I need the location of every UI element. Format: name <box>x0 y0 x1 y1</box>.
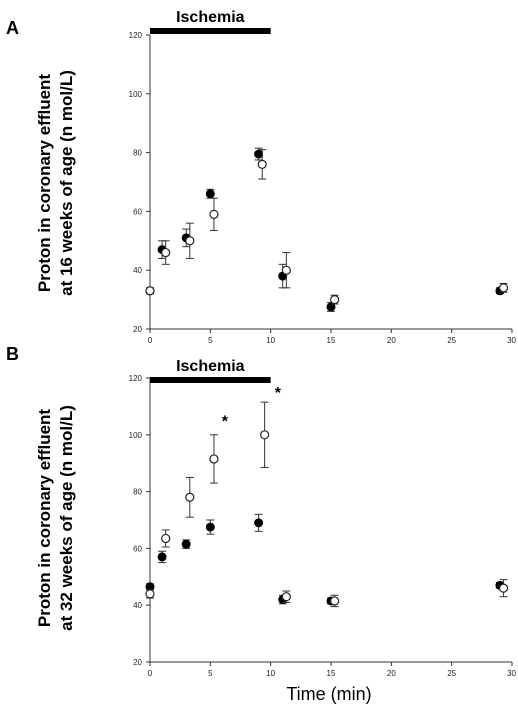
y-tick-label: 120 <box>129 31 143 40</box>
x-axis-label: Time (min) <box>286 684 371 704</box>
data-point-open <box>145 589 155 599</box>
y-axis-label-line1: Proton in coronary effluent <box>35 74 54 293</box>
data-point-filled <box>181 539 191 549</box>
data-point-open <box>209 454 219 464</box>
x-tick-label: 10 <box>266 336 275 345</box>
data-point-open <box>145 286 155 296</box>
x-tick-label: 25 <box>447 336 456 345</box>
significance-mark: * <box>275 385 282 402</box>
ischemia-bar <box>150 377 271 383</box>
panel-letter-b: B <box>6 344 19 364</box>
data-point-open <box>281 265 291 275</box>
y-tick-label: 40 <box>133 266 142 275</box>
y-tick-label: 20 <box>133 658 142 667</box>
data-point-filled <box>254 518 264 528</box>
y-tick-label: 100 <box>129 431 143 440</box>
y-axis-label-line2: at 32 weeks of age (n mol/L) <box>57 405 76 631</box>
y-tick-label: 80 <box>133 149 142 158</box>
data-point-filled <box>326 302 336 312</box>
x-tick-label: 30 <box>507 669 516 678</box>
panel-a: A Proton in coronary effluent at 16 week… <box>6 9 517 345</box>
x-tick-label: 0 <box>148 669 153 678</box>
data-point-open <box>498 583 509 593</box>
panel-b: B Proton in coronary effluent at 32 week… <box>6 344 517 704</box>
data-point-open <box>209 209 219 219</box>
data-point-open <box>161 247 171 258</box>
x-tick-label: 15 <box>327 669 336 678</box>
y-tick-label: 60 <box>133 207 142 216</box>
y-tick-label: 80 <box>133 488 142 497</box>
data-point-open <box>330 596 340 606</box>
x-tick-label: 25 <box>447 669 456 678</box>
y-tick-label: 120 <box>129 374 143 383</box>
y-axis-label-line2: at 16 weeks of age (n mol/L) <box>57 70 76 296</box>
ischemia-label: Ischemia <box>176 9 245 26</box>
x-tick-label: 20 <box>387 669 396 678</box>
y-tick-label: 100 <box>129 90 143 99</box>
data-point-open <box>281 592 291 602</box>
x-tick-label: 0 <box>148 336 153 345</box>
significance-mark: * <box>222 413 229 430</box>
x-tick-label: 30 <box>507 336 516 345</box>
y-tick-label: 60 <box>133 544 142 553</box>
data-point-open <box>257 159 267 169</box>
data-point-filled <box>157 552 167 562</box>
x-tick-label: 5 <box>208 336 213 345</box>
x-tick-label: 15 <box>327 336 336 345</box>
x-tick-label: 10 <box>266 669 275 678</box>
plot-area-a: 20 40 60 80 100 120 0 5 10 15 20 25 30 Ischemia <box>129 9 517 345</box>
y-tick-label: 20 <box>133 325 142 334</box>
y-axis-label-line1: Proton in coronary effluent <box>35 409 54 628</box>
data-point-open <box>498 283 509 293</box>
x-tick-label: 5 <box>208 669 213 678</box>
data-point-open <box>161 533 171 544</box>
data-point-filled <box>205 522 215 532</box>
data-point-open <box>260 430 270 440</box>
data-point-open <box>185 236 195 246</box>
y-tick-label: 40 <box>133 601 142 610</box>
data-point-open <box>330 295 340 305</box>
plot-area-b: 20 40 60 80 100 120 0 5 10 15 20 25 30 Ischemia * * <box>129 358 517 678</box>
data-point-open <box>185 492 195 502</box>
data-point-filled <box>254 149 264 159</box>
ischemia-bar <box>150 28 271 34</box>
panel-letter-a: A <box>6 18 19 38</box>
x-tick-label: 20 <box>387 336 396 345</box>
ischemia-label: Ischemia <box>176 358 245 375</box>
data-point-filled <box>205 189 215 199</box>
